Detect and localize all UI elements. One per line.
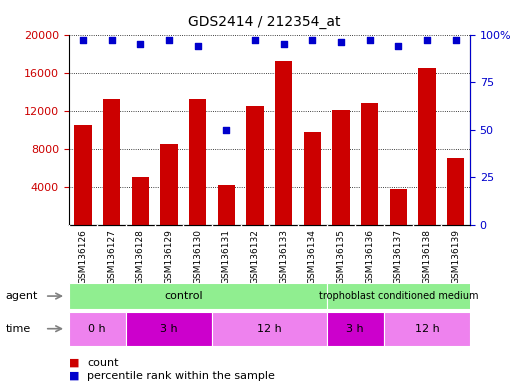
Point — [308, 37, 316, 43]
Text: GSM136136: GSM136136 — [365, 229, 374, 284]
Bar — [247, 106, 263, 225]
Bar — [69, 283, 327, 309]
Text: GSM136132: GSM136132 — [250, 229, 259, 284]
Text: GSM136137: GSM136137 — [394, 229, 403, 284]
Point — [451, 37, 460, 43]
Text: ■: ■ — [69, 371, 79, 381]
Text: time: time — [5, 324, 31, 334]
Bar — [275, 61, 292, 225]
Text: GSM136126: GSM136126 — [79, 229, 88, 284]
Point — [423, 37, 431, 43]
Point — [279, 41, 288, 47]
Bar — [189, 99, 206, 225]
Bar — [447, 158, 464, 225]
Bar — [327, 283, 498, 309]
Bar — [361, 103, 378, 225]
Point — [222, 127, 231, 133]
Point — [79, 37, 87, 43]
Bar — [126, 312, 212, 346]
Bar — [327, 312, 384, 346]
Text: ■: ■ — [69, 358, 79, 368]
Text: GSM136133: GSM136133 — [279, 229, 288, 284]
Bar — [218, 185, 235, 225]
Text: 12 h: 12 h — [257, 324, 281, 334]
Text: 3 h: 3 h — [346, 324, 364, 334]
Text: control: control — [164, 291, 203, 301]
Point — [394, 43, 402, 49]
Point — [107, 37, 116, 43]
Text: 0 h: 0 h — [89, 324, 106, 334]
Text: count: count — [87, 358, 119, 368]
Bar — [74, 125, 91, 225]
Text: percentile rank within the sample: percentile rank within the sample — [87, 371, 275, 381]
Text: GSM136130: GSM136130 — [193, 229, 202, 284]
Bar — [304, 132, 321, 225]
Text: GSM136127: GSM136127 — [107, 229, 116, 284]
Bar — [390, 189, 407, 225]
Point — [193, 43, 202, 49]
Bar — [332, 110, 350, 225]
Text: GSM136131: GSM136131 — [222, 229, 231, 284]
Text: GSM136138: GSM136138 — [422, 229, 431, 284]
Text: 3 h: 3 h — [160, 324, 178, 334]
Text: GSM136129: GSM136129 — [164, 229, 174, 284]
Bar — [418, 68, 436, 225]
Text: GDS2414 / 212354_at: GDS2414 / 212354_at — [188, 15, 340, 29]
Point — [165, 37, 173, 43]
Point — [365, 37, 374, 43]
Bar — [161, 144, 177, 225]
Point — [136, 41, 145, 47]
Text: agent: agent — [5, 291, 37, 301]
Text: GSM136139: GSM136139 — [451, 229, 460, 284]
Bar — [103, 99, 120, 225]
Point — [337, 39, 345, 45]
Text: trophoblast conditioned medium: trophoblast conditioned medium — [318, 291, 478, 301]
Text: 12 h: 12 h — [414, 324, 439, 334]
Point — [251, 37, 259, 43]
Bar — [212, 312, 327, 346]
Text: GSM136128: GSM136128 — [136, 229, 145, 284]
Bar — [131, 177, 149, 225]
Text: GSM136135: GSM136135 — [336, 229, 345, 284]
Bar — [69, 312, 126, 346]
Text: GSM136134: GSM136134 — [308, 229, 317, 284]
Bar — [384, 312, 470, 346]
